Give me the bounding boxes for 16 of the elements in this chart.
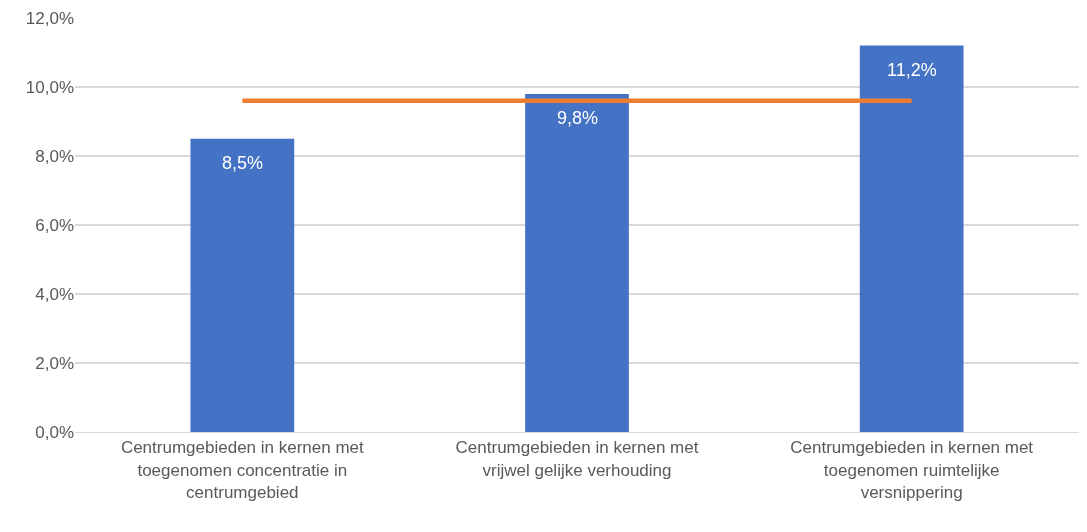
y-tick-label: 4,0% [35,284,74,304]
data-label: 9,8% [557,108,599,128]
data-label: 8,5% [222,153,264,173]
x-tick-label: Centrumgebieden in kernen met vrijwel gelijke verhouding [455,438,699,480]
y-tick-label: 10,0% [25,77,74,97]
bar [525,93,629,432]
y-tick-label: 6,0% [35,215,74,235]
x-tick-label: Centrumgebieden in kernen met toegenomen ruimtelijke versnippering [790,438,1034,502]
bar [859,45,964,432]
y-tick-label: 12,0% [25,8,74,28]
y-tick-label: 2,0% [35,353,74,373]
bar [190,138,295,432]
y-tick-label: 8,0% [35,146,74,166]
data-label: 11,2% [887,60,937,80]
x-tick-label: Centrumgebieden in kernen met toegenomen concentratie in centrumgebied [120,438,365,502]
y-tick-label: 0,0% [35,422,74,442]
